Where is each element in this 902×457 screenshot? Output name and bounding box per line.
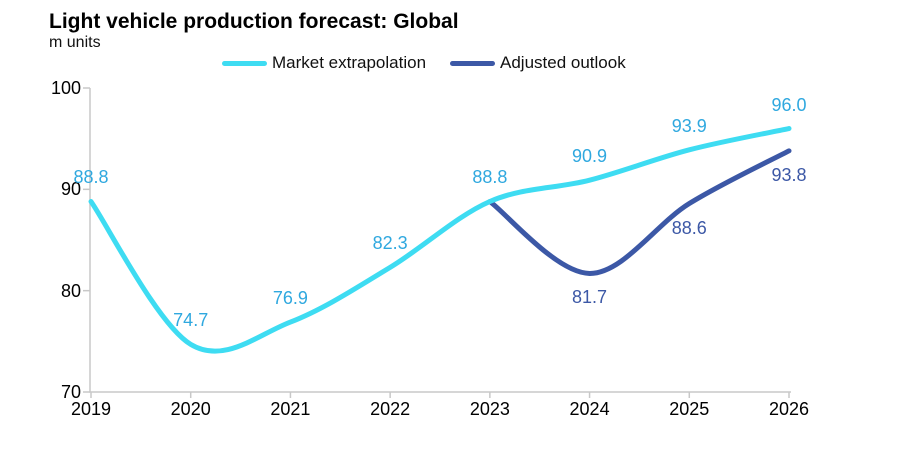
chart-title: Light vehicle production forecast: Globa…: [49, 10, 459, 33]
legend-item-market-extrapolation: Market extrapolation: [222, 53, 427, 72]
series-lines: [88, 126, 792, 354]
chart-subtitle: m units: [49, 34, 101, 51]
legend-label-adjusted-outlook: Adjusted outlook: [500, 53, 626, 72]
axes: [83, 87, 791, 398]
legend-label-market-extrapolation: Market extrapolation: [272, 53, 427, 72]
series-line-market-extrapolation: [88, 126, 792, 354]
legend-item-adjusted-outlook: Adjusted outlook: [450, 53, 626, 72]
legend-swatch-market-extrapolation: [222, 60, 267, 66]
series-line-adjusted-outlook: [487, 148, 792, 276]
legend-swatch-adjusted-outlook: [450, 60, 495, 66]
